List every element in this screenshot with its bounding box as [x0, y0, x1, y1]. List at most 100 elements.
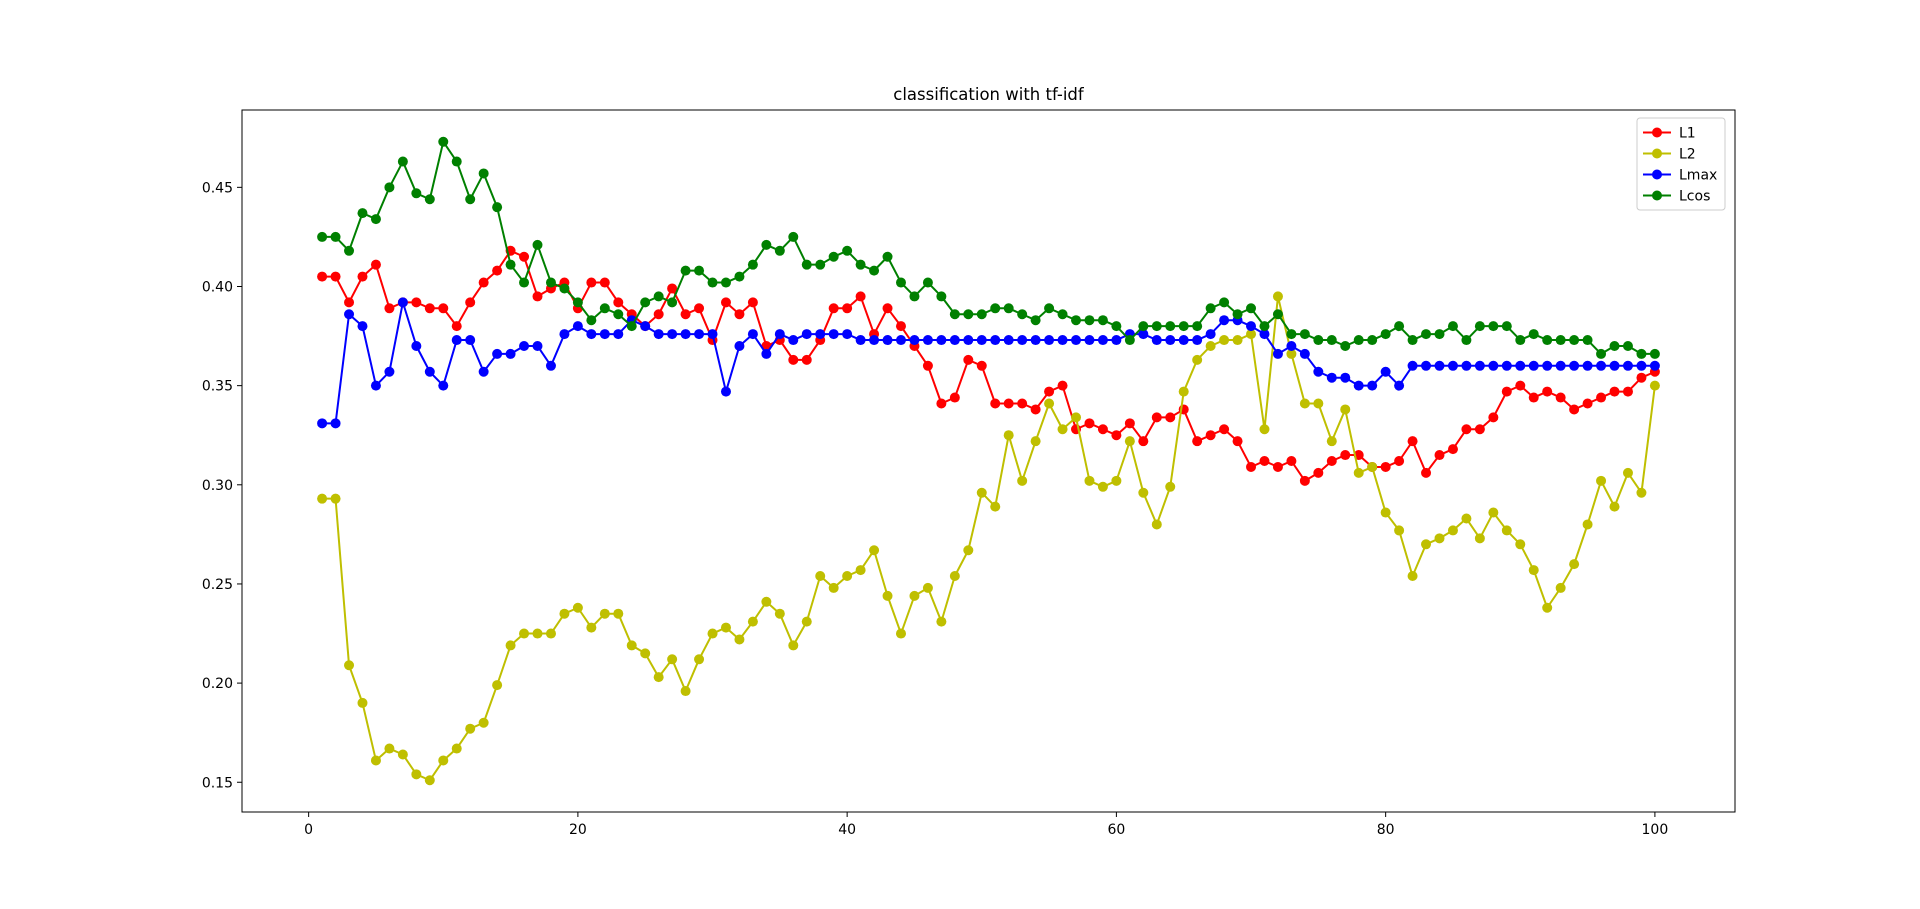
data-point-lcos: [1394, 321, 1405, 332]
data-point-l2: [1097, 481, 1108, 492]
data-point-l2: [815, 571, 826, 582]
data-point-lmax: [1461, 360, 1472, 371]
data-point-lmax: [1528, 360, 1539, 371]
data-point-lcos: [599, 303, 610, 314]
data-point-lmax: [1649, 360, 1660, 371]
data-point-l1: [1407, 436, 1418, 447]
y-tick-label: 0.30: [202, 478, 233, 494]
data-point-lmax: [640, 321, 651, 332]
data-point-l2: [1178, 386, 1189, 397]
data-point-l2: [990, 501, 1001, 512]
data-point-l2: [1017, 475, 1028, 486]
data-point-lcos: [707, 277, 718, 288]
data-point-lcos: [1192, 321, 1203, 332]
data-point-lmax: [1367, 380, 1378, 391]
data-point-l2: [1394, 525, 1405, 536]
legend-marker-lmax: [1652, 169, 1662, 180]
data-point-lcos: [1313, 335, 1324, 346]
data-point-l1: [451, 321, 462, 332]
data-point-lcos: [1555, 335, 1566, 346]
data-point-lcos: [815, 259, 826, 270]
data-point-lmax: [869, 335, 880, 346]
data-point-lmax: [317, 418, 328, 429]
data-point-lcos: [1447, 321, 1458, 332]
y-tick-label: 0.35: [202, 379, 233, 395]
data-point-l2: [1326, 436, 1337, 447]
y-tick-label: 0.20: [202, 676, 233, 692]
data-point-lcos: [451, 156, 462, 167]
data-point-lcos: [1488, 321, 1499, 332]
data-point-l1: [424, 303, 435, 314]
data-point-l1: [519, 251, 530, 262]
data-point-l2: [788, 640, 799, 651]
data-point-l1: [478, 277, 489, 288]
data-point-lmax: [815, 329, 826, 340]
data-point-lmax: [1205, 329, 1216, 340]
data-point-lmax: [330, 418, 341, 429]
data-point-l2: [397, 749, 408, 760]
x-tick-label: 40: [838, 822, 856, 838]
data-point-lmax: [895, 335, 906, 346]
data-point-lmax: [720, 386, 731, 397]
data-point-l2: [545, 628, 556, 639]
data-point-l1: [720, 297, 731, 308]
data-point-lmax: [1394, 380, 1405, 391]
data-point-l2: [505, 640, 516, 651]
data-point-l1: [1097, 424, 1108, 435]
data-point-lcos: [424, 194, 435, 205]
data-point-l2: [519, 628, 530, 639]
data-point-lmax: [1515, 360, 1526, 371]
data-point-l1: [317, 271, 328, 282]
x-tick-label: 0: [304, 822, 313, 838]
data-point-l2: [478, 717, 489, 728]
data-point-lmax: [1057, 335, 1068, 346]
data-point-lcos: [1272, 309, 1283, 320]
data-point-lmax: [1219, 315, 1230, 326]
data-point-lmax: [1071, 335, 1082, 346]
data-point-lcos: [1461, 335, 1472, 346]
data-point-lmax: [963, 335, 974, 346]
x-tick-label: 20: [569, 822, 587, 838]
data-point-l2: [761, 596, 772, 607]
data-point-l2: [384, 743, 395, 754]
data-point-lcos: [1596, 348, 1607, 359]
data-point-l1: [1259, 456, 1270, 466]
data-point-l1: [1461, 424, 1472, 435]
data-point-l2: [1421, 539, 1432, 550]
data-point-lmax: [1272, 348, 1283, 359]
data-point-l2: [1515, 539, 1526, 550]
data-point-l2: [1165, 481, 1176, 492]
data-point-lcos: [1501, 321, 1512, 332]
data-point-l1: [1636, 372, 1647, 383]
data-point-lmax: [680, 329, 691, 340]
data-point-lcos: [1421, 329, 1432, 340]
data-point-l1: [1380, 461, 1391, 472]
data-point-l2: [572, 602, 583, 613]
data-point-lmax: [1407, 360, 1418, 371]
data-point-lcos: [1017, 309, 1028, 320]
series-line-l2: [322, 295, 1656, 782]
data-point-l2: [1003, 430, 1014, 441]
data-point-l2: [586, 622, 597, 633]
data-point-l2: [1313, 398, 1324, 409]
data-point-l1: [1286, 456, 1297, 466]
data-point-lcos: [384, 182, 395, 193]
data-point-lcos: [1246, 303, 1257, 314]
data-point-l2: [1138, 487, 1149, 498]
data-point-lcos: [519, 277, 530, 288]
data-point-l2: [1057, 424, 1068, 435]
data-point-lcos: [1124, 335, 1135, 346]
x-tick-label: 80: [1377, 822, 1395, 838]
data-point-l2: [801, 616, 812, 627]
data-point-l1: [1340, 450, 1351, 461]
data-point-lcos: [909, 291, 920, 302]
data-point-lmax: [1003, 335, 1014, 346]
data-point-lcos: [478, 168, 489, 179]
data-point-l1: [1515, 380, 1526, 391]
data-point-l2: [882, 590, 893, 601]
data-point-lmax: [1084, 335, 1095, 346]
data-point-l2: [1299, 398, 1310, 409]
data-point-lcos: [613, 309, 624, 320]
data-point-l2: [909, 590, 920, 601]
data-point-l1: [1219, 424, 1230, 435]
